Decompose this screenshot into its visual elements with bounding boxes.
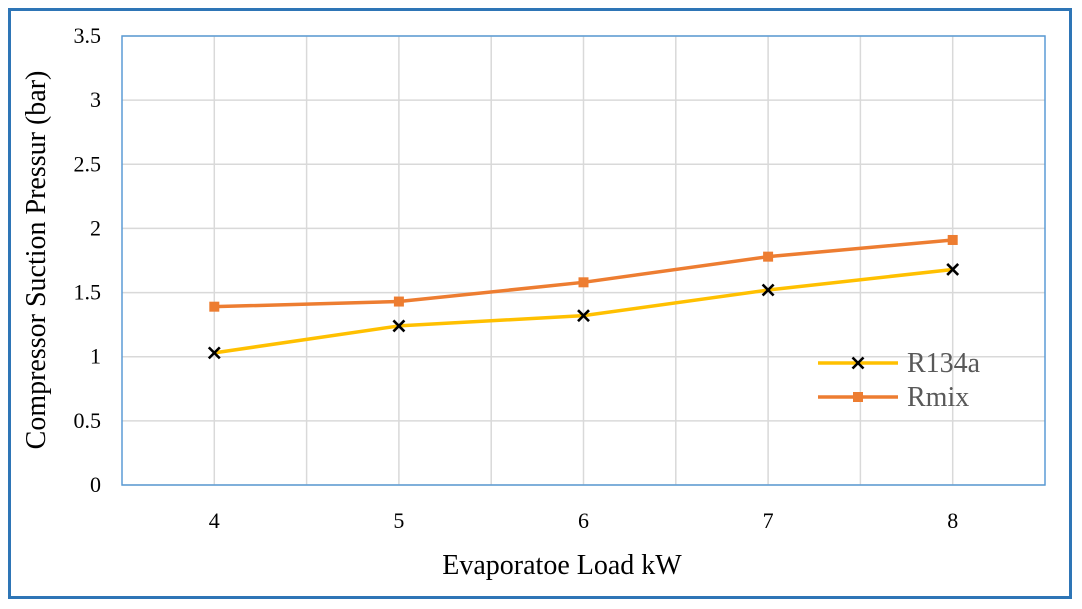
data-point-square-marker [209, 301, 220, 312]
data-point-x-marker [946, 263, 960, 276]
x-tick-label: 4 [209, 508, 220, 533]
data-point-x-marker [207, 346, 221, 360]
y-tick-label: 3.5 [74, 23, 102, 48]
x-axis-label: Evaporatoe Load kW [442, 550, 682, 581]
plot-area-border [121, 35, 1046, 486]
data-point-x-marker [851, 356, 865, 370]
legend-label: Rmix [907, 382, 969, 413]
data-point-square-marker [853, 392, 863, 402]
y-tick-label: 2.5 [74, 151, 102, 176]
data-point-x-marker [392, 319, 406, 333]
x-tick-label: 7 [763, 508, 774, 533]
y-axis-label: Compressor Suction Pressur (bar) [21, 71, 52, 450]
x-axis-ticks: 4 5 6 7 8 [209, 508, 958, 533]
data-point-square-marker [578, 277, 589, 288]
legend-item-r134a: R134a [818, 348, 981, 379]
series-markers [207, 234, 960, 360]
y-tick-label: 2 [90, 215, 101, 240]
y-tick-label: 3 [90, 87, 101, 112]
data-point-square-marker [763, 251, 774, 262]
x-tick-label: 5 [393, 508, 404, 533]
y-tick-label: 1 [90, 344, 101, 369]
legend-label: R134a [907, 348, 981, 379]
x-tick-label: 8 [947, 508, 958, 533]
chart-frame [8, 8, 1072, 599]
data-point-square-marker [947, 234, 958, 245]
y-tick-label: 0 [90, 472, 101, 497]
y-axis-ticks: 0 0.5 1 1.5 2 2.5 3 3.5 [74, 23, 102, 497]
grid [122, 35, 1045, 486]
legend-item-rmix: Rmix [818, 382, 969, 413]
data-point-x-marker [761, 283, 775, 297]
data-point-square-marker [393, 296, 404, 307]
data-point-x-marker [577, 309, 590, 323]
y-tick-label: 0.5 [74, 408, 102, 433]
x-tick-label: 6 [578, 508, 589, 533]
y-tick-label: 1.5 [74, 280, 102, 305]
